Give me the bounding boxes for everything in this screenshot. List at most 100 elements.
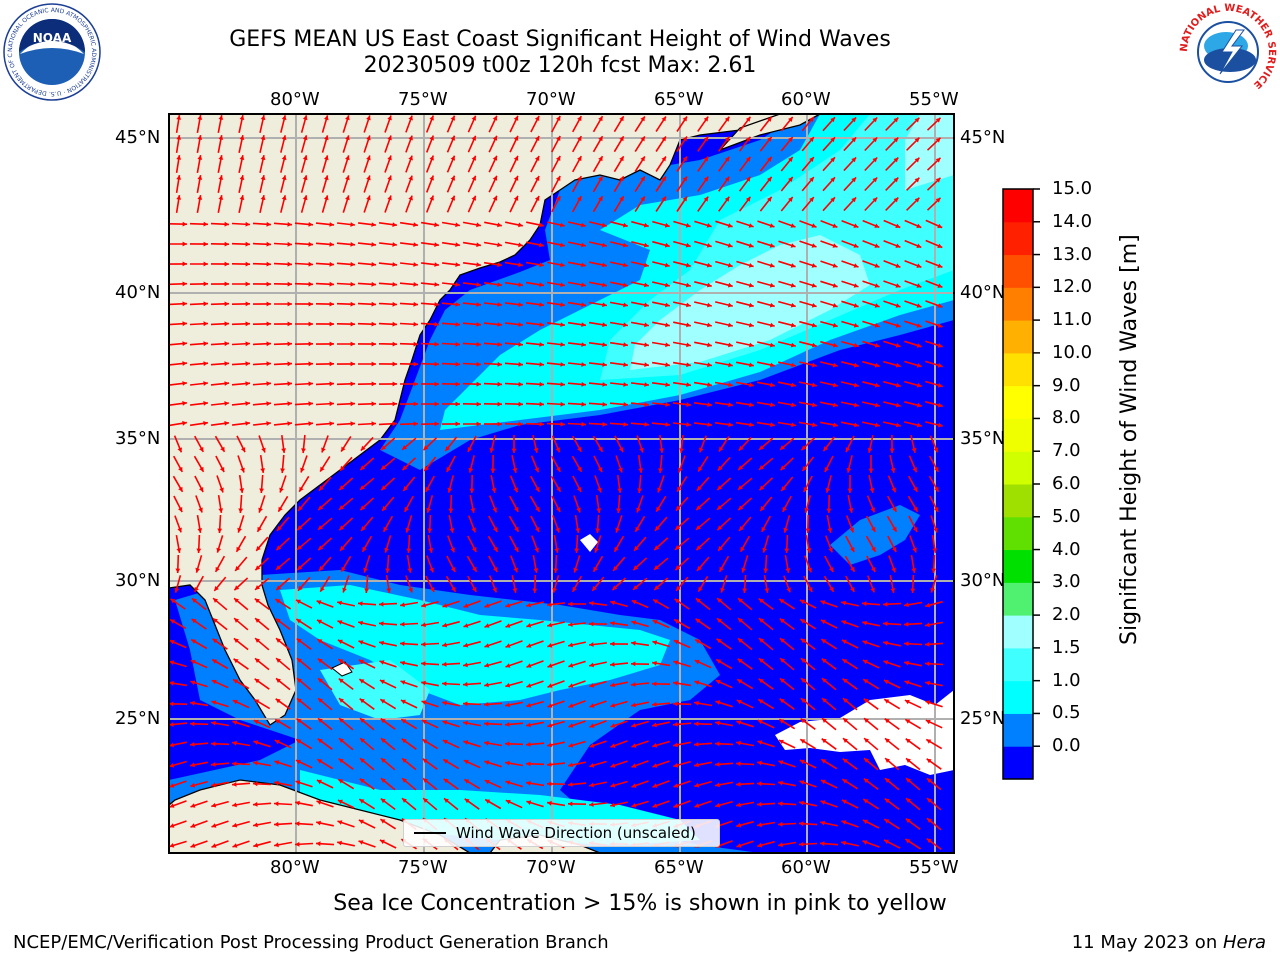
- wave-arrow-head: [589, 782, 594, 788]
- wave-arrow-head: [619, 176, 624, 182]
- wave-arrow-head: [190, 721, 195, 727]
- wave-arrow-head: [197, 528, 203, 533]
- wave-arrow-head: [809, 197, 814, 202]
- wave-arrow-head: [381, 738, 386, 743]
- wave-arrow-head: [547, 703, 553, 708]
- wave-arrow-head: [345, 195, 350, 201]
- wave-arrow-head: [497, 302, 502, 307]
- lon-tick-top-55: 55°W: [909, 89, 959, 110]
- wave-arrow-head: [359, 799, 365, 804]
- wave-arrow-head: [718, 546, 723, 551]
- wave-arrow-head: [801, 678, 806, 683]
- wave-arrow-head: [737, 679, 743, 684]
- wave-arrow-head: [190, 660, 196, 665]
- wave-arrow-head: [736, 761, 741, 767]
- wave-arrow-head: [673, 783, 679, 788]
- wave-arrow-head: [643, 222, 649, 228]
- wave-arrow-head: [724, 156, 730, 162]
- wave-arrow-head: [790, 223, 796, 228]
- wave-arrow-head: [703, 176, 709, 182]
- wave-arrow-head: [652, 620, 658, 625]
- wave-arrow-head: [518, 282, 523, 287]
- wave-arrow-head: [931, 568, 937, 573]
- wave-arrow-head: [316, 800, 322, 805]
- wave-arrow-head: [853, 223, 859, 228]
- wave-arrow-head: [581, 242, 586, 248]
- wave-arrow-head: [254, 678, 260, 684]
- wave-arrow-head: [191, 618, 197, 624]
- wave-arrow-head: [236, 546, 241, 552]
- wave-arrow-head: [266, 361, 271, 367]
- wave-arrow-head: [697, 565, 702, 571]
- wave-arrow-head: [324, 175, 329, 181]
- wave-arrow-head: [602, 242, 607, 248]
- wave-arrow-head: [913, 506, 918, 512]
- wave-arrow-head: [318, 545, 324, 551]
- wave-arrow-head: [266, 261, 271, 267]
- wave-arrow-head: [442, 700, 447, 706]
- wave-arrow-head: [560, 322, 565, 327]
- wave-arrow-head: [719, 566, 724, 572]
- wave-arrow-head: [577, 156, 582, 162]
- wave-arrow-head: [664, 242, 670, 248]
- wave-arrow-head: [329, 321, 334, 327]
- map-subtitle: 20230509 t00z 120h fcst Max: 2.61: [363, 53, 757, 78]
- wave-arrow-head: [513, 487, 518, 493]
- wave-arrow-head: [598, 196, 603, 202]
- wave-arrow-head: [266, 381, 271, 386]
- wave-arrow-head: [862, 659, 868, 665]
- wave-arrow-head: [386, 588, 392, 593]
- wave-arrow-head: [280, 468, 285, 473]
- wave-arrow-head: [728, 342, 733, 348]
- wave-arrow-head: [182, 241, 187, 247]
- wave-arrow-head: [449, 528, 455, 533]
- footer-date-text: 11 May 2023 on: [1071, 932, 1223, 953]
- wave-arrow-head: [916, 343, 922, 348]
- wave-arrow-head: [555, 447, 560, 453]
- wave-arrow-head: [577, 466, 582, 472]
- colorbar-frame: [1002, 188, 1034, 780]
- wave-arrow-head: [463, 603, 469, 608]
- wave-arrow-head: [422, 758, 428, 764]
- wave-arrow-head: [190, 843, 196, 848]
- wave-arrow-head: [654, 585, 660, 590]
- wave-arrow-head: [871, 567, 876, 572]
- wave-arrow-head: [745, 156, 751, 162]
- wave-arrow-head: [644, 362, 649, 367]
- wave-arrow-head: [300, 467, 305, 473]
- wave-arrow-head: [182, 420, 187, 426]
- wave-arrow-head: [631, 682, 636, 687]
- wave-arrow-head: [791, 362, 796, 368]
- wave-arrow-head: [359, 698, 365, 704]
- wave-arrow-head: [581, 421, 586, 427]
- wave-arrow-head: [484, 760, 490, 765]
- wave-arrow-head: [811, 342, 817, 348]
- wave-arrow-head: [434, 361, 439, 367]
- wave-arrow-head: [379, 640, 384, 646]
- wave-arrow-head: [360, 758, 365, 763]
- wave-arrow-head: [535, 486, 540, 492]
- wave-arrow-head: [635, 526, 640, 532]
- wave-arrow-head: [534, 116, 540, 121]
- colorbar-tick-label: 14.0: [1052, 210, 1093, 232]
- wave-arrow-head: [682, 116, 687, 122]
- wave-arrow-head: [324, 135, 329, 141]
- wave-arrow-head: [930, 587, 935, 593]
- wave-arrow-head: [790, 322, 796, 328]
- wave-arrow-head: [935, 197, 941, 203]
- wave-arrow-head: [916, 363, 922, 368]
- wave-arrow-head: [811, 223, 817, 228]
- wave-arrow-head: [833, 382, 838, 388]
- wave-arrow-head: [889, 448, 895, 453]
- wave-arrow-head: [809, 157, 814, 162]
- wave-arrow-head: [715, 720, 720, 726]
- wave-arrow-head: [224, 341, 229, 347]
- lon-tick-bottom-75: 75°W: [398, 857, 448, 878]
- wave-arrow-head: [301, 448, 306, 453]
- wave-arrow-head: [448, 508, 454, 513]
- wave-arrow-head: [673, 660, 679, 665]
- colorbar-tick-label: 0.0: [1052, 735, 1081, 757]
- wave-arrow-head: [239, 195, 245, 200]
- wave-arrow-head: [598, 116, 603, 122]
- footer-date: 11 May 2023 on Hera: [1072, 932, 1266, 954]
